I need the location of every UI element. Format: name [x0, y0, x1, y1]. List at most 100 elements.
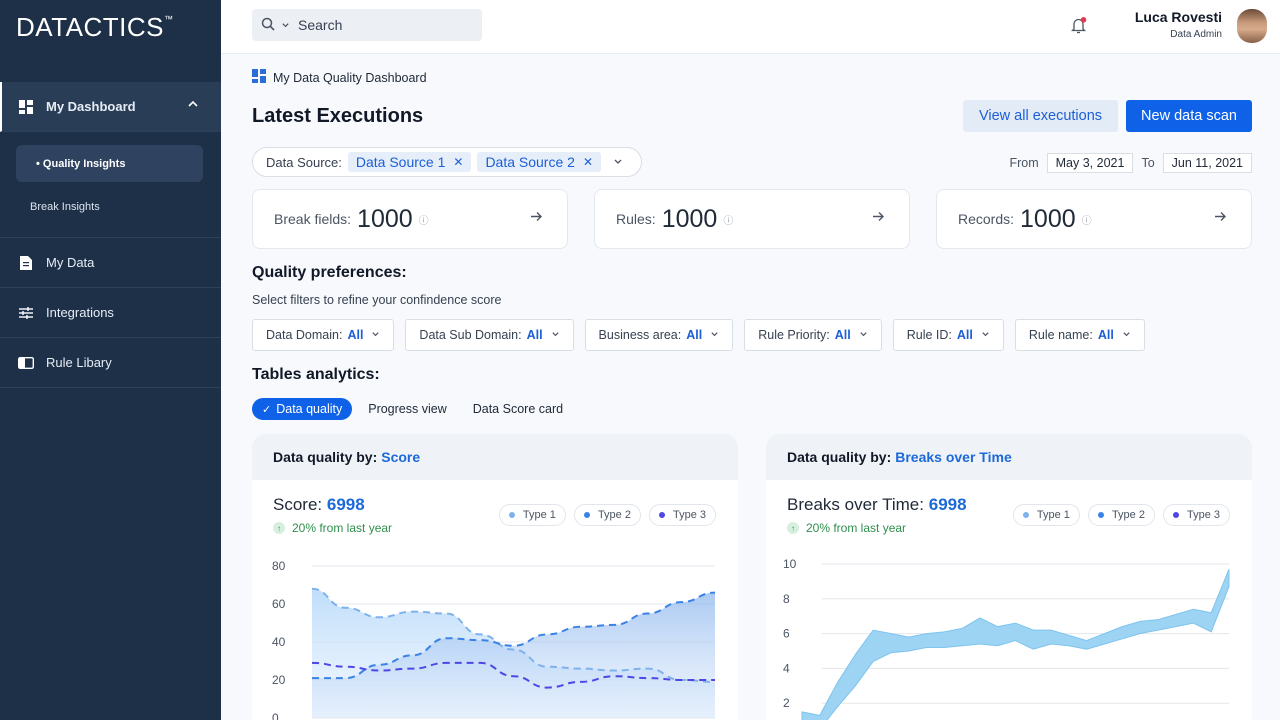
- sidebar-item-quality-insights[interactable]: • Quality Insights: [16, 145, 203, 182]
- arrow-right-icon[interactable]: [530, 210, 543, 226]
- stat-card-rules[interactable]: Rules: 1000 ⓘ: [594, 189, 910, 249]
- filter-label: Business area:: [598, 328, 682, 342]
- trend-indicator: ↑ 20% from last year: [787, 521, 906, 535]
- close-icon[interactable]: ✕: [453, 155, 464, 169]
- breadcrumb[interactable]: My Data Quality Dashboard: [252, 69, 427, 86]
- series-area-type-2: [312, 592, 715, 718]
- breadcrumb-label: My Data Quality Dashboard: [273, 70, 427, 85]
- book-icon: [18, 355, 34, 371]
- check-icon: ✓: [262, 403, 272, 416]
- tab-progress-view[interactable]: Progress view: [358, 398, 457, 420]
- filter-business-area[interactable]: Business area: All: [584, 319, 734, 351]
- stat-value: 1000: [1020, 204, 1076, 233]
- stat-card-break-fields[interactable]: Break fields: 1000 ⓘ: [252, 189, 568, 249]
- series-line-type-2: [311, 591, 716, 680]
- search-input[interactable]: Search: [252, 9, 482, 41]
- avatar[interactable]: [1237, 9, 1267, 43]
- legend-dot: [508, 512, 515, 518]
- view-all-executions-button[interactable]: View all executions: [963, 100, 1118, 132]
- main-content: My Data Quality Dashboard Latest Executi…: [221, 54, 1280, 720]
- chevron-down-icon: [981, 328, 990, 342]
- chevron-down-icon[interactable]: [613, 155, 623, 170]
- date-range: From May 3, 2021 To Jun 11, 2021: [1009, 153, 1252, 173]
- legend-label: Type 3: [1186, 509, 1220, 521]
- info-icon[interactable]: ⓘ: [418, 215, 429, 227]
- document-icon: [18, 255, 34, 271]
- filter-value: All: [526, 328, 543, 342]
- sidebar-item-label: My Dashboard: [46, 99, 136, 114]
- y-tick-label: 6: [783, 627, 790, 641]
- new-data-scan-button[interactable]: New data scan: [1126, 100, 1252, 132]
- legend-item-type-1[interactable]: Type 1: [498, 504, 566, 526]
- chevron-down-icon: [1122, 328, 1131, 342]
- trend-text: 20% from last year: [806, 521, 907, 535]
- dashboard-subnav: • Quality Insights Break Insights: [0, 132, 221, 238]
- filter-rule-priority[interactable]: Rule Priority: All: [744, 319, 882, 351]
- y-tick-label: 20: [272, 673, 286, 687]
- metric-label: Score:: [273, 495, 323, 514]
- filter-data-domain[interactable]: Data Domain: All: [252, 319, 395, 351]
- sidebar-item-label: Quality Insights: [42, 157, 126, 170]
- sidebar-item-rule-libary[interactable]: Rule Libary: [0, 338, 221, 388]
- search-icon: [261, 17, 275, 34]
- legend-item-type-3[interactable]: Type 3: [1162, 504, 1230, 526]
- sidebar-item-break-insights[interactable]: Break Insights: [16, 188, 203, 225]
- user-role: Data Admin: [1170, 29, 1222, 40]
- tab-data-score-card[interactable]: Data Score card: [463, 398, 573, 420]
- arrow-right-icon[interactable]: [872, 210, 885, 226]
- legend-item-type-3[interactable]: Type 3: [648, 504, 716, 526]
- card-header-metric[interactable]: Score: [381, 449, 421, 465]
- from-date-field[interactable]: May 3, 2021: [1046, 153, 1134, 173]
- data-source-chip[interactable]: Data Source 1 ✕: [347, 152, 472, 172]
- to-label: To: [1141, 156, 1155, 170]
- top-header: Search Luca Rovesti Data Admin: [221, 0, 1280, 54]
- stat-card-records[interactable]: Records: 1000 ⓘ: [936, 189, 1252, 249]
- metric-value: 6998: [928, 495, 967, 514]
- filter-data-sub-domain[interactable]: Data Sub Domain: All: [405, 319, 574, 351]
- trend-indicator: ↑ 20% from last year: [273, 521, 392, 535]
- page-title: Latest Executions: [252, 105, 424, 127]
- chevron-down-icon: [551, 328, 560, 342]
- score-chart-card: Data quality by: Score Score: 6998 ↑ 20% f…: [252, 434, 738, 720]
- legend-label: Type 2: [1111, 509, 1145, 521]
- search-placeholder: Search: [298, 17, 343, 33]
- card-header-metric[interactable]: Breaks over Time: [895, 449, 1012, 465]
- stat-label: Rules:: [616, 211, 656, 227]
- datactics-logo[interactable]: DATACTICS™: [16, 12, 174, 42]
- arrow-up-icon: ↑: [273, 522, 285, 534]
- sidebar-item-integrations[interactable]: Integrations: [0, 288, 221, 338]
- user-name: Luca Rovesti: [1134, 9, 1222, 25]
- chevron-up-icon[interactable]: [187, 98, 199, 113]
- filter-label: Rule Priority:: [758, 328, 830, 342]
- user-info[interactable]: Luca Rovesti Data Admin: [1135, 9, 1222, 40]
- metric-summary: Breaks over Time: 6998: [787, 495, 967, 515]
- sidebar-item-my-dashboard[interactable]: My Dashboard: [0, 82, 221, 132]
- stat-value: 1000: [357, 204, 413, 233]
- info-icon[interactable]: ⓘ: [723, 215, 734, 227]
- filter-rule-id[interactable]: Rule ID: All: [892, 319, 1004, 351]
- legend-dot: [1172, 512, 1179, 518]
- sidebar-item-my-data[interactable]: My Data: [0, 238, 221, 288]
- notification-bell-icon[interactable]: [1070, 17, 1087, 40]
- series-line-type-1: [311, 587, 716, 683]
- info-icon[interactable]: ⓘ: [1081, 215, 1092, 227]
- filter-value: All: [686, 328, 703, 342]
- metric-summary: Score: 6998: [273, 495, 365, 515]
- legend-item-type-2[interactable]: Type 2: [1087, 504, 1155, 526]
- to-date-field[interactable]: Jun 11, 2021: [1162, 153, 1252, 173]
- legend-dot: [1022, 512, 1029, 518]
- stat-value: 1000: [661, 204, 718, 233]
- data-source-chip[interactable]: Data Source 2 ✕: [477, 152, 601, 172]
- filter-rule-name[interactable]: Rule name: All: [1014, 319, 1145, 351]
- arrow-right-icon[interactable]: [1214, 210, 1227, 226]
- filter-label: Rule ID:: [906, 328, 952, 342]
- close-icon[interactable]: ✕: [582, 155, 593, 169]
- legend-item-type-1[interactable]: Type 1: [1012, 504, 1080, 526]
- sidebar-item-label: Rule Libary: [46, 355, 112, 370]
- y-tick-label: 8: [783, 592, 790, 606]
- tab-data-quality[interactable]: ✓ Data quality: [252, 398, 353, 420]
- legend-label: Type 3: [672, 509, 706, 521]
- data-source-selector[interactable]: Data Source: Data Source 1 ✕ Data Source …: [252, 147, 642, 177]
- legend-item-type-2[interactable]: Type 2: [573, 504, 641, 526]
- series-line-type-3: [311, 661, 715, 689]
